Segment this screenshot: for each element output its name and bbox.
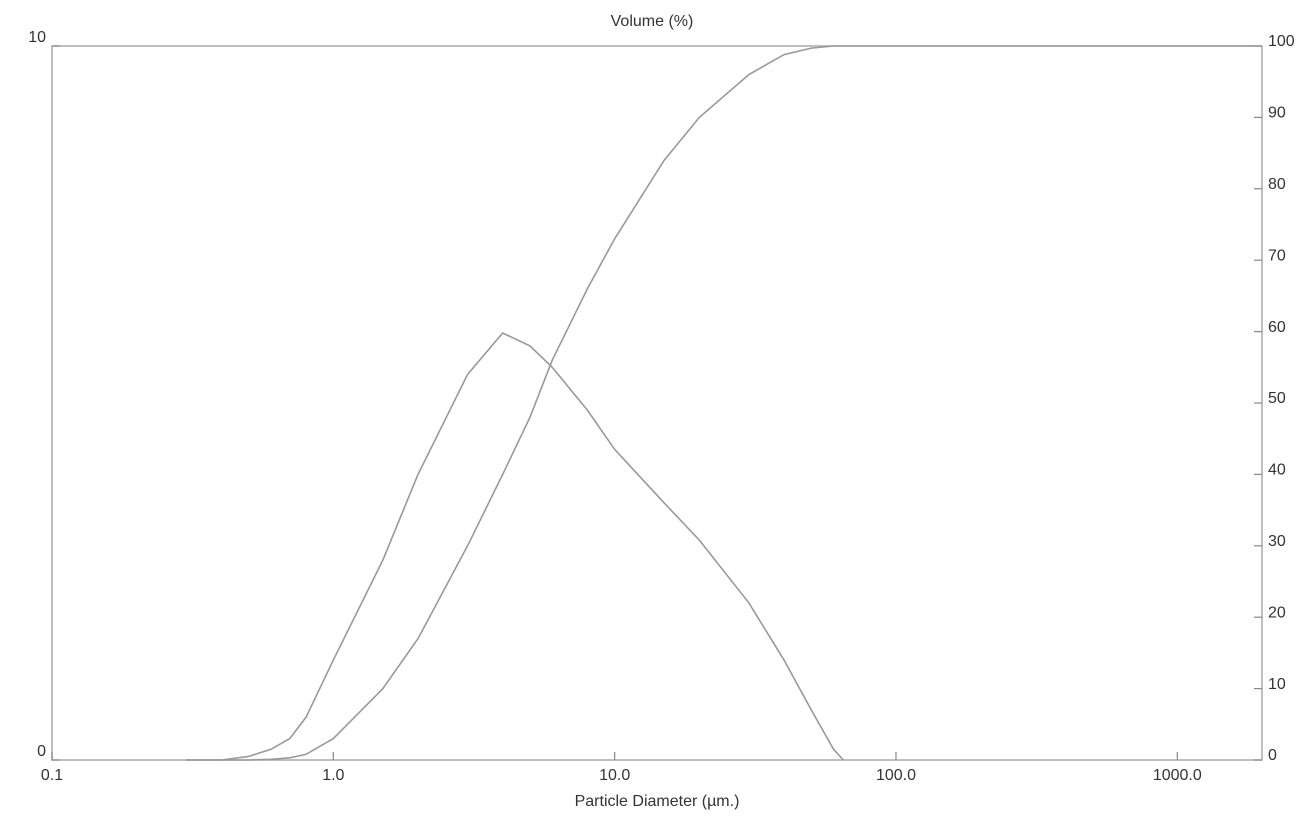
x-axis-label: Particle Diameter (µm.)	[575, 793, 740, 810]
x-tick-label: 100.0	[876, 767, 916, 784]
plot-frame	[51, 45, 1263, 761]
y2-tick-label: 30	[1268, 533, 1286, 550]
y2-tick-label: 60	[1268, 319, 1286, 336]
series-line	[186, 45, 1262, 761]
x-tick-label: 1000.0	[1153, 767, 1202, 784]
y-tick-label: 0	[37, 743, 46, 760]
x-tick-label: 0.1	[41, 767, 63, 784]
y2-tick-label: 70	[1268, 247, 1286, 264]
y2-tick-label: 80	[1268, 176, 1286, 193]
chart-title: Volume (%)	[611, 13, 694, 30]
y2-tick-label: 50	[1268, 390, 1286, 407]
series-line	[186, 332, 844, 761]
y2-tick-label: 40	[1268, 462, 1286, 479]
y2-tick-label: 90	[1268, 105, 1286, 122]
y-tick-label: 10	[28, 29, 46, 46]
x-tick-label: 1.0	[322, 767, 344, 784]
y2-tick-label: 20	[1268, 604, 1286, 621]
y2-tick-label: 100	[1268, 33, 1295, 50]
y2-tick-label: 0	[1268, 747, 1277, 764]
x-tick-label: 10.0	[599, 767, 630, 784]
y2-tick-label: 10	[1268, 676, 1286, 693]
